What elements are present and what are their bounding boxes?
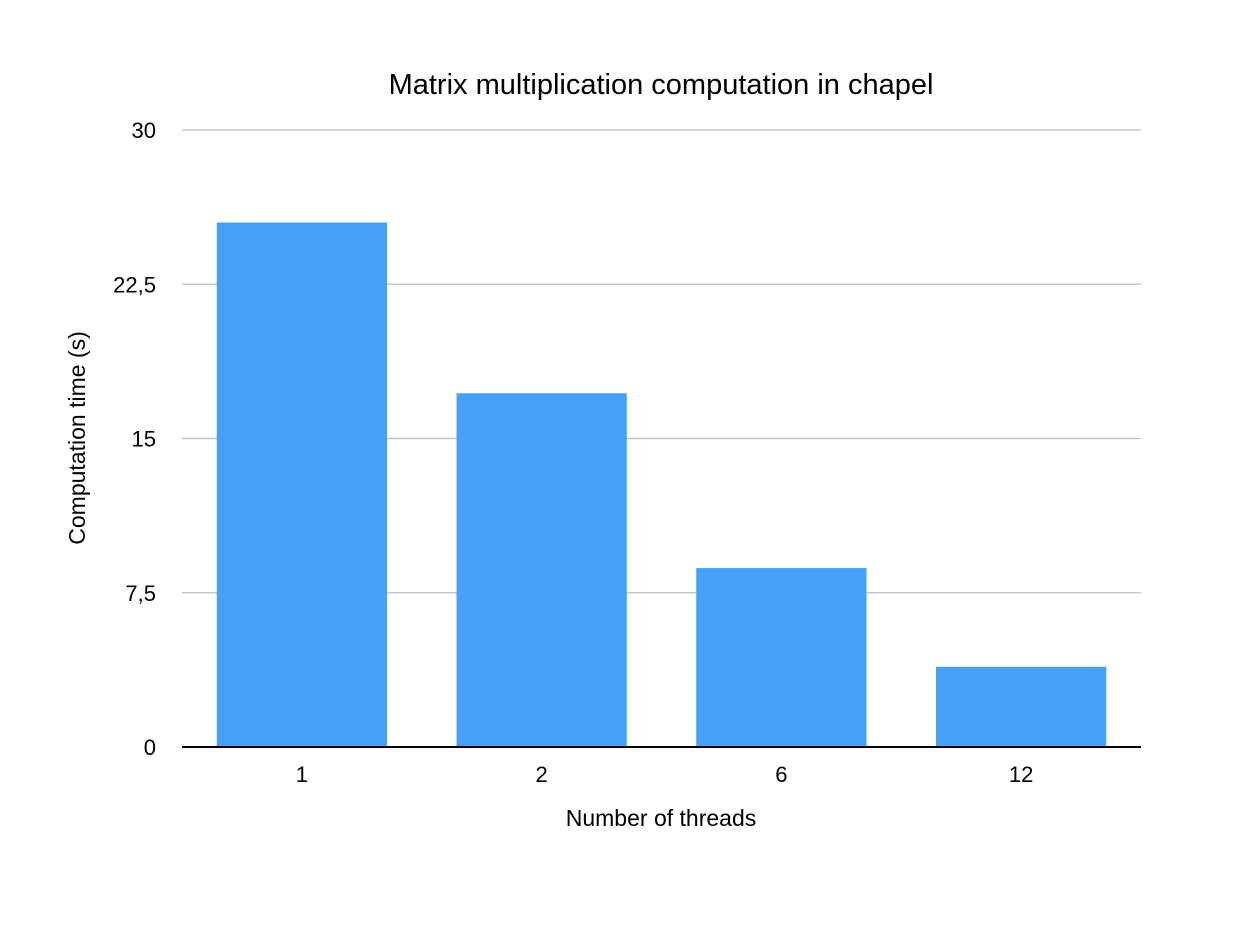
bar-6 bbox=[696, 568, 867, 747]
chart-title: Matrix multiplication computation in cha… bbox=[389, 69, 934, 101]
y-axis-ticks: 0 7,5 15 22,5 30 bbox=[113, 118, 156, 760]
y-tick-label: 0 bbox=[144, 735, 156, 760]
x-axis-ticks: 1 2 6 12 bbox=[296, 762, 1034, 787]
y-tick-label: 30 bbox=[132, 118, 156, 143]
y-tick-label: 22,5 bbox=[113, 272, 156, 297]
bars bbox=[216, 222, 1107, 748]
x-tick-label: 6 bbox=[775, 762, 787, 787]
x-tick-label: 2 bbox=[536, 762, 548, 787]
x-axis-title: Number of threads bbox=[566, 805, 756, 831]
x-tick-label: 12 bbox=[1009, 762, 1033, 787]
y-tick-label: 7,5 bbox=[125, 581, 156, 606]
y-tick-label: 15 bbox=[132, 427, 156, 452]
bar-1 bbox=[216, 222, 387, 748]
x-tick-label: 1 bbox=[296, 762, 308, 787]
bar-2 bbox=[456, 393, 627, 747]
y-axis-title: Computation time (s) bbox=[64, 331, 90, 544]
bar-12 bbox=[936, 666, 1107, 747]
